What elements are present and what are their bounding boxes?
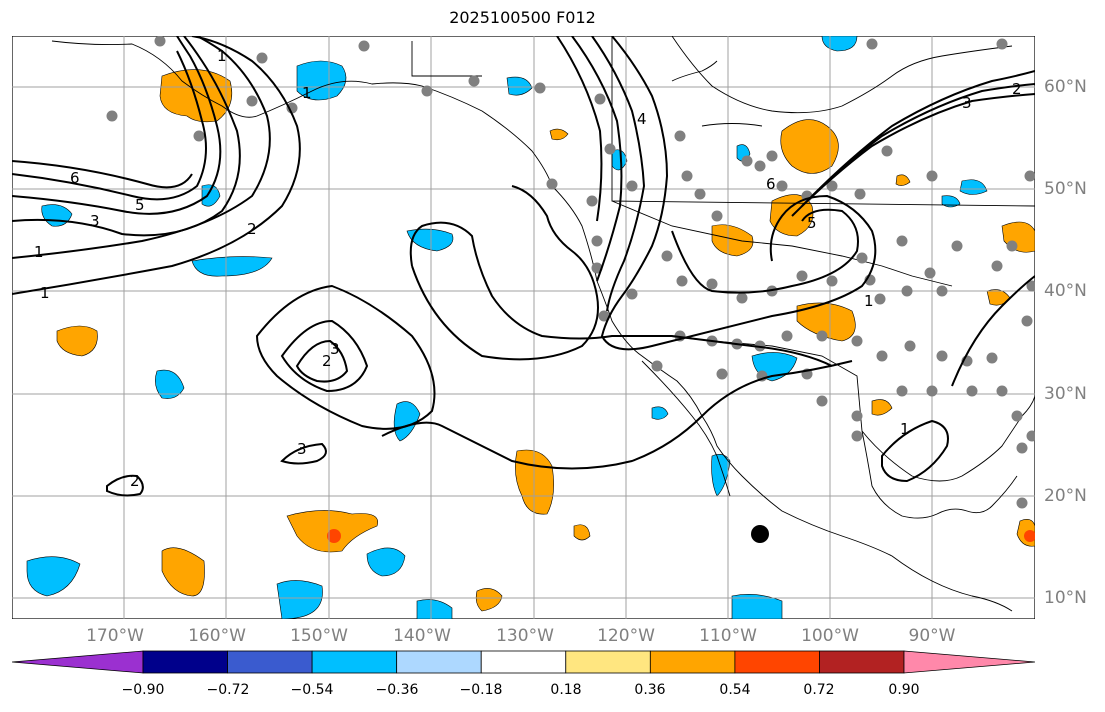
colorbar-segment: [649, 650, 736, 674]
colorbar-tick: −0.54: [290, 682, 334, 698]
colorbar: [11, 650, 1036, 674]
colorbar-segment: [396, 650, 482, 674]
lat-lon-grid: [12, 36, 1035, 619]
contour-label: 1: [864, 292, 874, 310]
lon-label: 160°W: [188, 626, 246, 646]
colorbar-segment: [480, 650, 567, 674]
colorbar-tick: −0.90: [121, 682, 165, 698]
contour-label: 2: [130, 472, 140, 490]
map-panel[interactable]: 6 5 3 2 1 4 3 2 1 5 6 1 1 2 3 3 2 1 1: [12, 36, 1035, 619]
colorbar-segment: [227, 650, 313, 674]
lon-label: 140°W: [393, 626, 451, 646]
contour-label: 3: [962, 94, 972, 112]
contour-label: 6: [766, 175, 776, 193]
lon-label: 150°W: [290, 626, 348, 646]
colorbar-tick: −0.72: [206, 682, 250, 698]
map-canvas: 6 5 3 2 1 4 3 2 1 5 6 1 1 2 3 3 2 1 1: [12, 36, 1035, 619]
colorbar-tick: 0.90: [888, 682, 920, 698]
contour-label: 1: [900, 420, 910, 438]
contour-label: 6: [70, 169, 80, 187]
lon-label: 100°W: [801, 626, 859, 646]
lon-label: 130°W: [496, 626, 554, 646]
station-dots: [106, 36, 1035, 509]
shading-layer: [26, 36, 1035, 619]
contour-label: 3: [330, 340, 340, 358]
lat-label: 30°N: [1044, 384, 1087, 404]
colorbar-tick: 0.54: [719, 682, 751, 698]
colorbar-tick: −0.36: [375, 682, 419, 698]
colorbar-segment: [565, 650, 651, 674]
colorbar-extend-low: [11, 650, 144, 674]
map-title: 2025100500 F012: [449, 8, 596, 27]
contour-label: 2: [322, 352, 332, 370]
contour-label: 3: [90, 212, 100, 230]
contour-labels: 6 5 3 2 1 4 3 2 1 5 6 1 1 2 3 3 2 1 1: [34, 47, 1022, 490]
contour-label: 1: [40, 284, 50, 302]
lat-label: 40°N: [1044, 281, 1087, 301]
contour-label: 2: [1012, 80, 1022, 98]
colorbar-tick: 0.18: [550, 682, 582, 698]
contour-label: 3: [297, 440, 307, 458]
contour-label: 1: [217, 47, 227, 65]
colorbar-segment: [142, 650, 228, 674]
colorbar-segment: [734, 650, 820, 674]
storm-marker: [751, 525, 769, 543]
colorbar-segment: [311, 650, 398, 674]
colorbar-tick: 0.36: [634, 682, 666, 698]
contour-label: 5: [135, 196, 145, 214]
colorbar-tick: 0.72: [803, 682, 835, 698]
contour-label: 1: [34, 243, 44, 261]
contour-label: 2: [247, 220, 257, 238]
lon-label: 170°W: [86, 626, 144, 646]
colorbar-segment: [819, 650, 905, 674]
lon-label: 120°W: [597, 626, 655, 646]
colorbar-graphic: [11, 650, 1036, 674]
colorbar-tick: −0.18: [459, 682, 503, 698]
contour-label: 1: [302, 84, 312, 102]
lat-label: 50°N: [1044, 179, 1087, 199]
contour-label: 5: [807, 214, 817, 232]
contour-lines: [12, 36, 1035, 497]
lat-label: 10°N: [1044, 588, 1087, 608]
lat-label: 20°N: [1044, 486, 1087, 506]
lon-label: 90°W: [908, 626, 956, 646]
colorbar-extend-high: [903, 650, 1036, 674]
lon-label: 110°W: [699, 626, 757, 646]
contour-label: 4: [637, 110, 647, 128]
lat-label: 60°N: [1044, 77, 1087, 97]
